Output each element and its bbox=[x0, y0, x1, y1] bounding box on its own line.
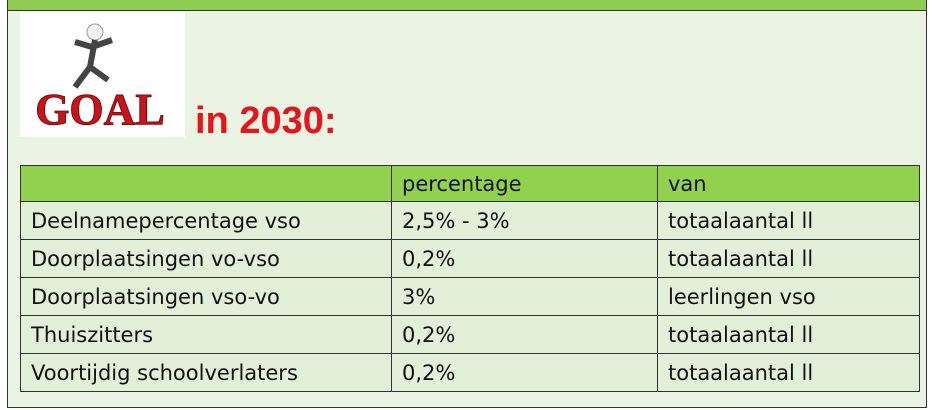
table-cell: 3% bbox=[391, 277, 658, 316]
goal-panel: GOAL in 2030: percentage van Deelnameperc… bbox=[7, 0, 927, 408]
table-cell: Doorplaatsingen vo-vso bbox=[20, 239, 392, 278]
table-cell: leerlingen vso bbox=[657, 277, 920, 316]
figure-head bbox=[86, 23, 104, 41]
table-cell: Thuiszitters bbox=[20, 315, 392, 354]
top-band bbox=[8, 0, 926, 11]
table-row: Doorplaatsingen vo-vso 0,2% totaalaantal l… bbox=[20, 239, 920, 278]
figure-body bbox=[72, 37, 113, 89]
table-cell: Deelnamepercentage vso bbox=[20, 201, 392, 240]
table-cell: 0,2% bbox=[391, 239, 658, 278]
table-cell: totaalaantal ll bbox=[657, 201, 920, 240]
header-cell: van bbox=[657, 165, 920, 202]
heading: in 2030: bbox=[195, 100, 337, 142]
table-cell: totaalaantal ll bbox=[657, 315, 920, 354]
table-cell: 0,2% bbox=[391, 353, 658, 392]
header-cell bbox=[20, 165, 392, 202]
table-row: Voortijdig schoolverlaters 0,2% totaalaant… bbox=[20, 353, 920, 392]
table-cell: Doorplaatsingen vso-vo bbox=[20, 277, 392, 316]
table-row: Doorplaatsingen vso-vo 3% leerlingen vso bbox=[20, 277, 920, 316]
header-cell: percentage bbox=[391, 165, 658, 202]
goal-text: GOAL bbox=[35, 85, 165, 134]
table-cell: 2,5% - 3% bbox=[391, 201, 658, 240]
table-row: Thuiszitters 0,2% totaalaantal ll bbox=[20, 315, 920, 354]
table-cell: totaalaantal ll bbox=[657, 239, 920, 278]
table-row: Deelnamepercentage vso 2,5% - 3% totaalaan… bbox=[20, 201, 920, 240]
table-body: Deelnamepercentage vso 2,5% - 3% totaalaan… bbox=[20, 201, 920, 392]
table-cell: totaalaantal ll bbox=[657, 353, 920, 392]
table-cell: 0,2% bbox=[391, 315, 658, 354]
goal-table: percentage van Deelnamepercentage vso 2,5%… bbox=[20, 165, 920, 392]
goal-image: GOAL bbox=[20, 12, 185, 137]
header-row: percentage van bbox=[20, 165, 920, 202]
table-cell: Voortijdig schoolverlaters bbox=[20, 353, 392, 392]
